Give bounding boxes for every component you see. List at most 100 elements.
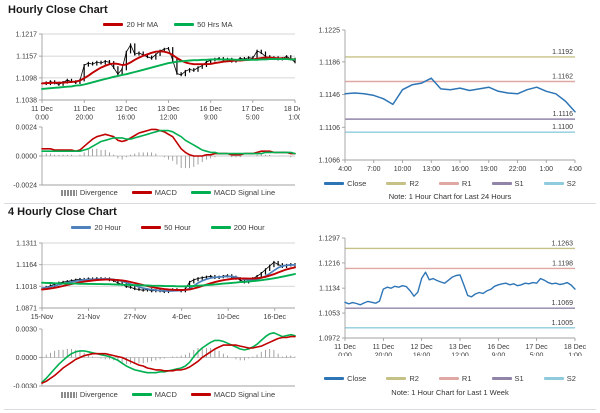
macd-line-swatch-icon: [131, 393, 152, 396]
s2-line-swatch-icon: [543, 377, 564, 380]
svg-text:11 Dec: 11 Dec: [334, 344, 356, 351]
legend-label: S2: [566, 179, 576, 188]
legend-label: R2: [409, 374, 419, 383]
r2-line-swatch-icon: [386, 182, 407, 185]
svg-text:0.0000: 0.0000: [16, 355, 38, 362]
s2-line-swatch-icon: [543, 182, 564, 185]
last24h-legend: Close R2 R1 S1 S2: [305, 179, 595, 188]
svg-text:13 Dec: 13 Dec: [449, 344, 472, 351]
svg-text:12:00: 12:00: [451, 353, 469, 357]
svg-text:0.0000: 0.0000: [16, 154, 38, 161]
svg-text:12 Dec: 12 Dec: [410, 344, 433, 351]
r1-line-swatch-icon: [438, 377, 459, 380]
macd-line-swatch-icon: [131, 191, 152, 194]
svg-text:10:00: 10:00: [394, 166, 412, 173]
legend-item-close: Close: [324, 179, 366, 188]
svg-text:18 Dec: 18 Dec: [284, 106, 300, 113]
legend-item-macd-signal: MACD Signal Line: [190, 188, 275, 197]
ma200h-line-swatch-icon: [210, 226, 231, 229]
svg-text:20:00: 20:00: [375, 353, 393, 357]
svg-text:0:00: 0:00: [338, 353, 352, 357]
hourly-macd-chart: 0.0024 0.0000 -0.0024: [13, 125, 296, 190]
svg-text:1.1100: 1.1100: [552, 124, 573, 131]
svg-text:9:00: 9:00: [204, 115, 218, 122]
svg-text:1.0871: 1.0871: [16, 306, 38, 313]
legend-label: 20 Hour: [94, 223, 122, 232]
svg-text:18 Dec: 18 Dec: [564, 344, 587, 351]
svg-text:15-Nov: 15-Nov: [31, 314, 54, 321]
svg-text:1.1018: 1.1018: [16, 284, 38, 291]
svg-text:1.0972: 1.0972: [319, 336, 341, 343]
svg-text:7:00: 7:00: [367, 166, 381, 173]
legend-label: 50 Hour: [164, 223, 191, 232]
svg-text:1:00: 1:00: [568, 353, 582, 357]
legend-label: MACD Signal Line: [213, 390, 276, 399]
svg-text:1:00: 1:00: [288, 115, 300, 122]
r2-line-swatch-icon: [386, 377, 407, 380]
macd-signal-line-swatch-icon: [190, 191, 211, 194]
svg-text:17 Dec: 17 Dec: [525, 344, 548, 351]
svg-text:1.1162: 1.1162: [552, 74, 573, 81]
svg-text:13:00: 13:00: [422, 166, 440, 173]
legend-label: Divergence: [79, 188, 118, 197]
svg-text:11 Dec: 11 Dec: [73, 106, 95, 113]
legend-item-macd-signal: MACD Signal Line: [190, 390, 276, 399]
legend-item-s2: S2: [543, 179, 576, 188]
svg-text:17 Dec: 17 Dec: [242, 106, 265, 113]
svg-text:16:00: 16:00: [451, 166, 469, 173]
svg-text:1.1186: 1.1186: [319, 59, 340, 66]
svg-text:1.1134: 1.1134: [319, 286, 340, 293]
close-line-swatch-icon: [324, 182, 345, 185]
s1-line-swatch-icon: [491, 182, 512, 185]
svg-text:4-Dec: 4-Dec: [172, 314, 191, 321]
svg-text:16 Dec: 16 Dec: [200, 106, 223, 113]
legend-label: MACD: [154, 390, 177, 399]
svg-text:0.0024: 0.0024: [16, 125, 38, 132]
legend-label: Divergence: [79, 390, 118, 399]
svg-text:1.1198: 1.1198: [552, 260, 573, 267]
svg-text:27-Nov: 27-Nov: [124, 314, 147, 321]
svg-text:1.1146: 1.1146: [319, 92, 340, 99]
legend-item-20hr-ma: 20 Hr MA: [103, 20, 158, 29]
ma20h-line-swatch-icon: [71, 226, 92, 229]
svg-text:20:00: 20:00: [75, 115, 93, 122]
svg-text:11 Dec: 11 Dec: [373, 344, 395, 351]
svg-text:-0.0024: -0.0024: [13, 183, 37, 190]
svg-text:9:00: 9:00: [492, 353, 506, 357]
svg-text:13 Dec: 13 Dec: [157, 106, 180, 113]
ma20-line-swatch-icon: [103, 23, 124, 26]
last24h-note: Note: 1 Hour Chart for Last 24 Hours: [388, 192, 512, 201]
svg-text:1.1157: 1.1157: [16, 54, 37, 61]
svg-text:1.1038: 1.1038: [16, 98, 38, 105]
s1-line-swatch-icon: [491, 377, 512, 380]
legend-item-s1: S1: [491, 374, 524, 383]
svg-text:16:00: 16:00: [117, 115, 135, 122]
svg-text:1.1216: 1.1216: [319, 260, 341, 267]
svg-text:12:00: 12:00: [160, 115, 178, 122]
svg-text:1.1263: 1.1263: [552, 240, 574, 247]
ma50-line-swatch-icon: [174, 23, 195, 26]
hourly-macd-legend: Divergence MACD MACD Signal Line: [40, 188, 296, 197]
svg-text:19:00: 19:00: [480, 166, 498, 173]
legend-item-200hour: 200 Hour: [210, 223, 265, 232]
legend-item-macd: MACD: [131, 188, 177, 197]
legend-label: Close: [347, 374, 367, 383]
svg-text:1.1005: 1.1005: [552, 320, 574, 327]
svg-text:16 Dec: 16 Dec: [487, 344, 510, 351]
svg-text:1.1297: 1.1297: [319, 236, 341, 243]
svg-text:16-Dec: 16-Dec: [263, 314, 286, 321]
svg-text:16:00: 16:00: [413, 353, 431, 357]
svg-text:1:00: 1:00: [539, 166, 553, 173]
four-hourly-ma-legend: 20 Hour 50 Hour 200 Hour: [40, 223, 296, 232]
svg-text:5:00: 5:00: [246, 115, 260, 122]
legend-item-close: Close: [324, 374, 366, 383]
svg-text:0:00: 0:00: [35, 115, 49, 122]
svg-text:1.1053: 1.1053: [319, 311, 341, 318]
legend-item-r2: R2: [386, 179, 419, 188]
legend-item-50hour: 50 Hour: [141, 223, 191, 232]
svg-text:1.1225: 1.1225: [319, 28, 341, 35]
macd-signal-line-swatch-icon: [190, 393, 211, 396]
svg-text:1.1116: 1.1116: [553, 111, 573, 118]
